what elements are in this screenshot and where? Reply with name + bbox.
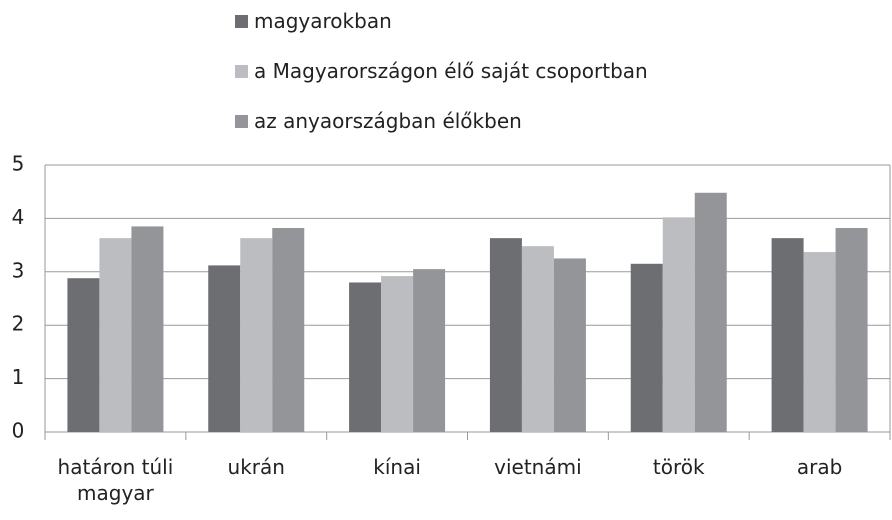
bar [521,246,554,432]
legend-label: a Magyarországon élő saját csoportban [254,59,648,83]
y-tick-label: 3 [12,258,25,282]
bar [771,238,804,432]
bar [553,258,586,432]
x-tick-label: kínai [373,455,421,479]
bar [208,265,241,432]
y-tick-label: 5 [12,152,25,176]
x-tick-label: arab [796,455,843,479]
bar [272,228,305,432]
bar [349,282,382,432]
bar [67,278,100,432]
bar [630,263,663,432]
legend-item: a Magyarországon élő saját csoportban [235,58,648,84]
x-tick-label: török [652,455,705,479]
y-tick-label: 0 [12,419,25,443]
x-tick-label: ukrán [227,455,285,479]
bar [240,238,273,432]
legend-label: magyarokban [254,9,392,33]
legend-item: az anyaországban élőkben [235,108,522,134]
y-tick-label: 4 [12,205,25,229]
bar [131,226,164,432]
bar [662,217,695,432]
legend-swatch [235,114,248,128]
legend-item: magyarokban [235,8,392,34]
bar [835,228,868,432]
legend-swatch [235,64,248,78]
bar [489,238,522,432]
legend-swatch [235,14,248,28]
y-tick-label: 1 [12,365,25,389]
bar [381,276,414,432]
x-tick-label: határon túli magyar [57,455,174,505]
x-tick-label: vietnámi [494,455,582,479]
bar [694,192,727,432]
y-tick-label: 2 [12,312,25,336]
bar [99,238,132,432]
legend-label: az anyaországban élőkben [254,109,522,133]
bar [803,252,836,432]
bar [413,269,446,432]
